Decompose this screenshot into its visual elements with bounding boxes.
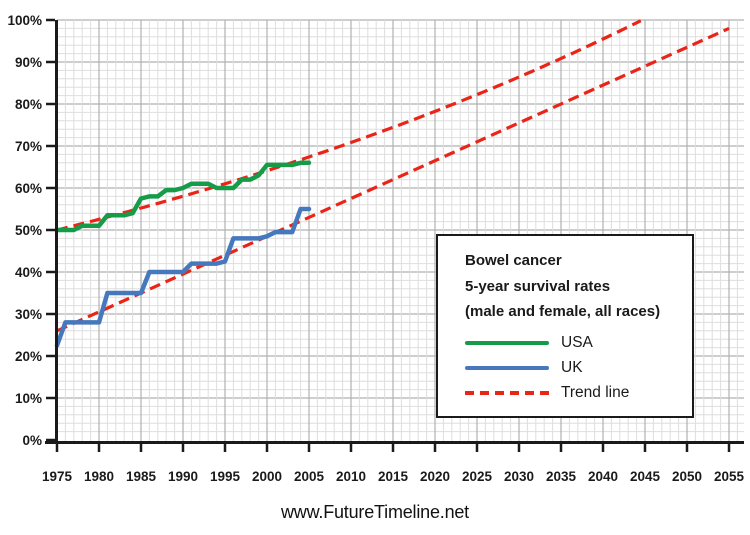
legend-title-line-1: Bowel cancer	[465, 252, 562, 269]
site-url: www.FutureTimeline.net	[280, 502, 469, 522]
legend-label-trend: Trend line	[561, 384, 630, 401]
x-tick-label: 2000	[252, 469, 282, 484]
x-tick-label: 2055	[714, 469, 745, 484]
usa-line-swatch	[465, 340, 549, 346]
x-tick-label: 2025	[462, 469, 493, 484]
y-tick-label: 10%	[15, 391, 42, 406]
legend-entries: USA UK Trend line	[465, 331, 684, 406]
x-tick-label: 1985	[126, 469, 157, 484]
legend-title-line-2: 5-year survival rates	[465, 277, 611, 295]
x-tick-label: 2045	[630, 469, 661, 484]
y-tick-label: 60%	[15, 181, 42, 196]
y-tick-label: 100%	[7, 13, 42, 28]
y-tick-label: 30%	[15, 307, 42, 322]
legend-label-usa: USA	[561, 334, 593, 351]
x-tick-label: 1975	[42, 469, 73, 484]
legend: Bowel cancer 5-year survival rates (male…	[436, 234, 694, 418]
usa-series-line	[54, 160, 312, 233]
y-tick-label: 50%	[15, 223, 42, 238]
legend-label-uk: UK	[561, 359, 583, 376]
uk-series-line	[54, 206, 312, 348]
uk-trend-line	[56, 26, 730, 333]
x-tick-label: 2040	[588, 469, 618, 484]
y-tick-label: 90%	[15, 55, 42, 70]
legend-entry-trend: Trend line	[465, 381, 684, 406]
uk-line-swatch	[465, 365, 549, 371]
x-tick-label: 2005	[294, 469, 325, 484]
x-tick-label: 1990	[168, 469, 198, 484]
trend-line-swatch	[465, 391, 549, 395]
legend-title-line-3: (male and female, all races)	[465, 303, 661, 320]
y-tick-label: 70%	[15, 139, 42, 154]
legend-entry-usa: USA	[465, 331, 684, 356]
x-tick-label: 2035	[546, 469, 577, 484]
x-tick-label: 2050	[672, 469, 702, 484]
y-tick-label: 80%	[15, 97, 42, 112]
x-tick-label: 1995	[210, 469, 241, 484]
y-tick-label: 40%	[15, 265, 42, 280]
x-tick-label: 2010	[336, 469, 366, 484]
x-tick-label: 2030	[504, 469, 534, 484]
y-tick-label: 0%	[22, 433, 42, 448]
x-tick-label: 1980	[84, 469, 114, 484]
usa-trend-line	[56, 19, 642, 232]
legend-content: Bowel cancer 5-year survival rates (male…	[438, 236, 692, 406]
x-tick-label: 2015	[378, 469, 409, 484]
x-tick-label: 2020	[420, 469, 450, 484]
legend-entry-uk: UK	[465, 356, 684, 381]
y-tick-label: 20%	[15, 349, 42, 364]
